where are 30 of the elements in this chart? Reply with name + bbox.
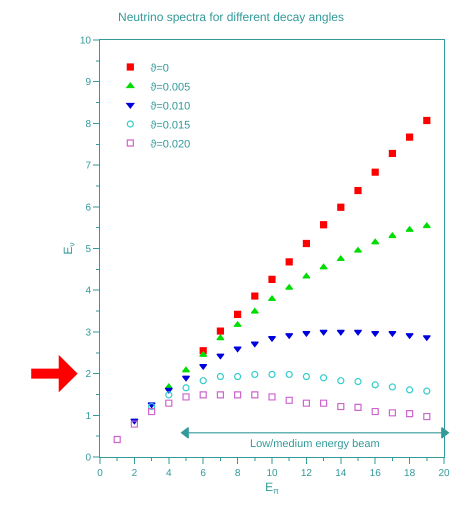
legend-label: ϑ=0.015: [150, 119, 190, 132]
legend-label: ϑ=0.010: [150, 100, 190, 112]
y-tick-label: 3: [85, 327, 92, 338]
y-tick-label: 6: [85, 202, 92, 214]
x-axis-title: E$_{π}$: [265, 480, 280, 496]
y-tick-label: 7: [85, 160, 92, 172]
y-tick-label: 1: [85, 410, 92, 422]
x-tick-label: 2: [132, 468, 138, 479]
x-tick-label: 16: [370, 468, 382, 479]
legend-label: ϑ=0: [150, 62, 169, 74]
y-tick-label: 4: [85, 286, 92, 297]
legend-label: ϑ=0.020: [150, 138, 190, 150]
x-tick-label: 12: [300, 468, 312, 479]
x-tick-label: 20: [438, 468, 450, 479]
legend-label: ϑ=0.005: [150, 81, 190, 94]
annotation: Low/medium energy beam: [250, 438, 380, 450]
y-tick-label: 2: [85, 369, 92, 380]
x-tick-label: 6: [200, 468, 206, 479]
y-tick-label: 5: [85, 244, 92, 255]
x-tick-label: 10: [266, 468, 278, 479]
y-tick-label: 9: [85, 77, 92, 88]
y-tick-label: 10: [80, 36, 92, 46]
y-tick-label: 8: [85, 118, 92, 130]
chart-title: Neutrino spectra for different decay angles: [118, 10, 344, 24]
x-tick-label: 14: [335, 468, 347, 479]
x-tick-label: 0: [97, 468, 104, 479]
x-tick-label: 4: [166, 468, 172, 479]
x-tick-label: 8: [234, 468, 241, 479]
x-tick-label: 18: [404, 468, 416, 479]
y-tick-label: 0: [85, 452, 92, 464]
